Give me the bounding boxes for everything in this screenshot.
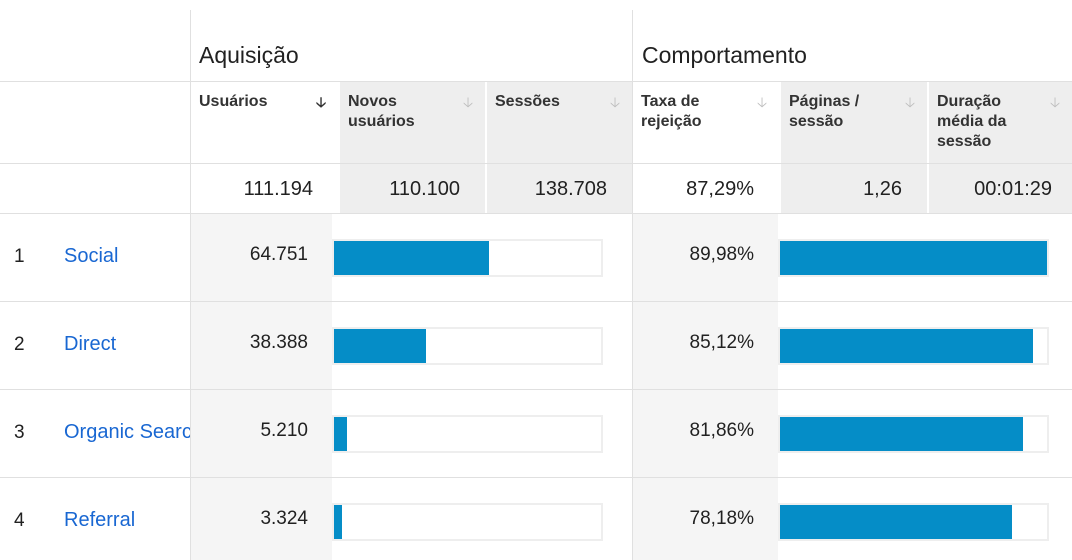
- total-avg-session-duration: 00:01:29: [929, 164, 1072, 213]
- sort-arrow-icon[interactable]: 🡣: [462, 94, 473, 110]
- bounce-rate-value: 85,12%: [689, 332, 754, 353]
- total-new-users: 110.100: [340, 164, 485, 213]
- channel-link[interactable]: Organic Search: [64, 421, 190, 443]
- column-header-bounce-rate[interactable]: Taxa de rejeição 🡣: [633, 82, 779, 163]
- sort-down-arrow-icon[interactable]: 🡣: [315, 94, 326, 110]
- column-divider: [632, 10, 633, 560]
- column-header-users[interactable]: Usuários 🡣: [191, 82, 338, 163]
- bounce-rate-bar: [778, 327, 1049, 365]
- column-header-label: Novos usuários: [348, 93, 415, 130]
- users-bar-fill: [334, 505, 342, 539]
- column-header-label: Duração média da sessão: [937, 93, 1007, 150]
- column-header-new-users[interactable]: Novos usuários 🡣: [340, 82, 485, 163]
- users-bar: [332, 503, 603, 541]
- column-header-label: Páginas / sessão: [789, 93, 860, 130]
- channel-link[interactable]: Direct: [64, 333, 117, 355]
- users-bar-fill: [334, 241, 490, 275]
- sort-arrow-icon[interactable]: 🡣: [904, 94, 915, 110]
- users-value-column: [191, 214, 332, 560]
- bounce-rate-bar-fill: [780, 505, 1013, 539]
- row-index: 4: [14, 510, 25, 531]
- column-header-avg-session-duration[interactable]: Duração média da sessão 🡣: [929, 82, 1072, 163]
- total-sessions: 138.708: [487, 164, 632, 213]
- users-value: 38.388: [249, 332, 308, 353]
- users-value: 3.324: [260, 508, 308, 529]
- column-header-sessions[interactable]: Sessões 🡣: [487, 82, 632, 163]
- channel-link[interactable]: Referral: [64, 509, 136, 531]
- sort-arrow-icon[interactable]: 🡣: [756, 94, 767, 110]
- bounce-rate-bar: [778, 239, 1049, 277]
- column-divider: [190, 10, 191, 560]
- bounce-rate-bar-fill: [780, 329, 1033, 363]
- row-divider: [0, 389, 1072, 390]
- column-header-label: Usuários: [199, 93, 268, 110]
- bounce-rate-value: 81,86%: [689, 420, 754, 441]
- users-value: 5.210: [260, 420, 308, 441]
- total-users: 111.194: [243, 178, 313, 200]
- sort-arrow-icon[interactable]: 🡣: [1049, 94, 1060, 110]
- behavior-group-title: Comportamento: [642, 42, 807, 68]
- header-divider: [0, 81, 1072, 82]
- users-bar-fill: [334, 417, 347, 451]
- column-header-label: Taxa de rejeição: [641, 93, 702, 130]
- header-divider: [0, 163, 1072, 164]
- users-bar: [332, 415, 603, 453]
- bounce-rate-value: 89,98%: [689, 244, 754, 265]
- acquisition-group-title: Aquisição: [199, 42, 299, 68]
- users-bar-fill: [334, 329, 427, 363]
- row-index: 1: [14, 246, 25, 267]
- bounce-rate-bar-fill: [780, 417, 1023, 451]
- column-header-label: Sessões: [495, 93, 560, 110]
- bounce-rate-bar: [778, 503, 1049, 541]
- total-bounce-rate: 87,29%: [686, 178, 754, 200]
- bounce-rate-bar-fill: [780, 241, 1047, 275]
- row-divider: [0, 301, 1072, 302]
- channel-link[interactable]: Social: [64, 245, 119, 267]
- bounce-value-column: [633, 214, 778, 560]
- sort-arrow-icon[interactable]: 🡣: [609, 94, 620, 110]
- row-index: 3: [14, 422, 25, 443]
- row-index: 2: [14, 334, 25, 355]
- users-bar: [332, 239, 603, 277]
- users-value: 64.751: [249, 244, 308, 265]
- totals-divider: [0, 213, 1072, 214]
- row-divider: [0, 477, 1072, 478]
- total-pages-per-session: 1,26: [781, 164, 927, 213]
- users-bar: [332, 327, 603, 365]
- bounce-rate-value: 78,18%: [689, 508, 754, 529]
- bounce-rate-bar: [778, 415, 1049, 453]
- column-header-pages-per-session[interactable]: Páginas / sessão 🡣: [781, 82, 927, 163]
